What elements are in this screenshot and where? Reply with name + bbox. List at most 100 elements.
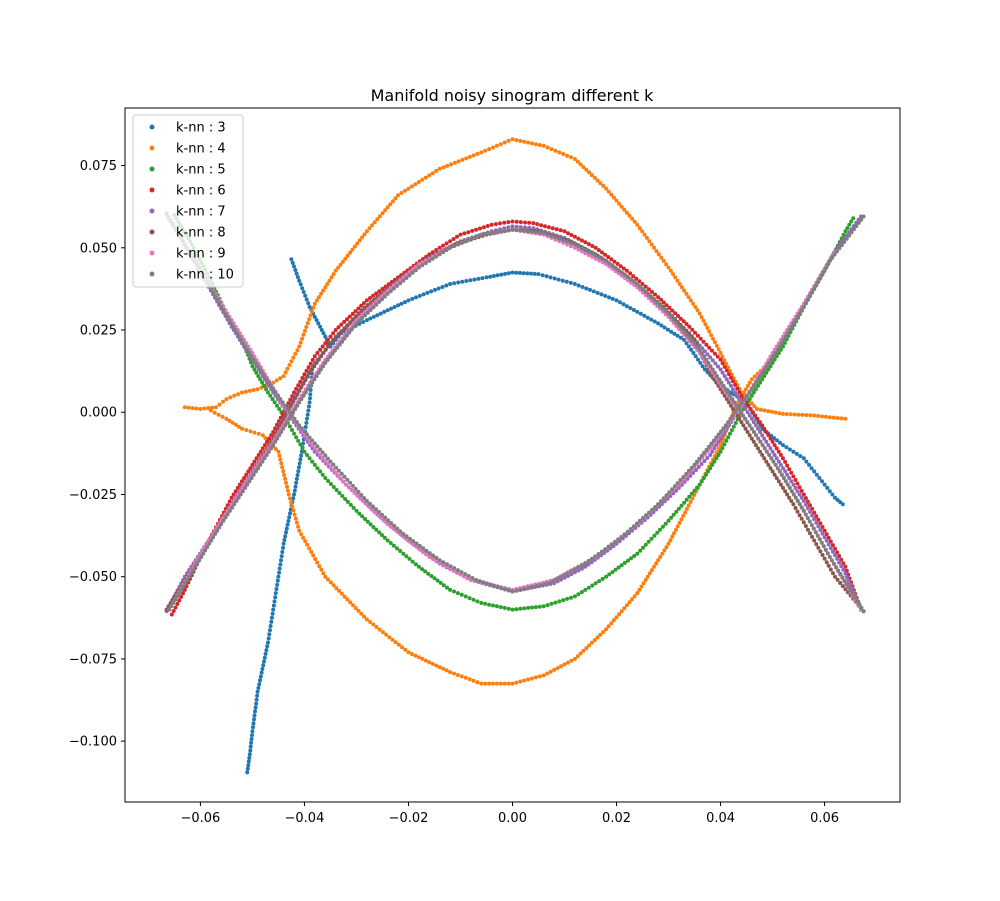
data-point [598,181,603,186]
data-point [724,368,729,373]
legend-label: k-nn : 9 [176,247,226,262]
data-point [294,420,299,425]
data-point [591,289,596,294]
data-point [774,344,779,349]
data-point [292,264,296,269]
data-point [762,374,767,379]
data-point [471,153,476,158]
legend-box [132,114,244,288]
data-point [295,392,300,397]
data-point [694,468,698,472]
data-point [364,318,369,323]
data-point [799,495,804,500]
data-point [724,361,729,366]
data-point [323,347,328,352]
data-point [209,287,214,292]
data-point [692,488,697,493]
data-point [368,316,373,321]
y-tick-label: 0.050 [80,241,117,256]
data-point [682,500,687,505]
data-point [406,186,411,191]
data-point [328,580,333,585]
data-point [579,249,584,254]
data-point [676,323,681,328]
data-point [754,433,759,438]
data-point [292,416,297,421]
data-point [260,433,265,438]
data-point [673,527,678,532]
data-point [211,535,216,540]
data-point [287,515,292,520]
data-point [610,266,615,271]
data-point [661,300,666,305]
data-point [364,298,369,303]
data-point [506,220,511,225]
data-point [487,147,492,152]
data-point [789,489,794,494]
data-point [377,510,381,514]
data-point [762,367,767,372]
data-point [762,456,767,461]
data-point [793,318,798,323]
data-point [308,396,312,401]
data-point [775,438,779,443]
data-point [275,582,280,587]
data-point [342,474,347,479]
data-point [706,469,711,474]
data-point [691,351,696,355]
data-point [495,273,500,278]
data-point [410,296,415,301]
data-point [838,571,843,576]
data-point [413,268,418,273]
data-point [652,319,657,324]
data-point [499,272,504,277]
data-point [764,459,769,464]
data-point [269,446,274,451]
legend-marker [149,187,155,193]
data-point [781,411,785,416]
data-point [617,201,622,206]
data-point [242,476,247,480]
data-point [300,446,305,451]
data-point [664,493,669,498]
data-point [822,482,827,487]
data-point [708,364,713,369]
data-point [344,333,349,338]
data-point [283,534,288,539]
data-point [383,515,388,520]
data-point [683,510,688,515]
data-point [306,408,311,413]
data-point [705,352,710,357]
data-point [392,305,397,309]
data-point [749,387,754,392]
data-point [291,355,296,360]
data-point [498,221,502,226]
data-point [655,300,660,305]
data-point [815,280,820,285]
data-point [764,439,769,444]
data-point [791,321,796,326]
y-tick-label: −0.050 [69,570,117,585]
data-point [586,559,591,564]
data-point [762,408,767,413]
data-point [452,671,456,676]
data-point [336,265,341,270]
data-point [791,449,796,454]
data-point [532,271,537,276]
data-point [726,400,731,405]
data-point [368,296,372,301]
data-point [627,600,632,605]
data-point [390,637,395,642]
data-point [830,492,835,497]
data-point [267,632,272,637]
data-point [368,620,373,624]
data-point [266,380,271,385]
data-point [707,444,711,449]
data-point [746,403,751,408]
data-point [498,605,503,610]
data-point [498,229,503,234]
data-point [619,204,624,209]
data-point [682,479,687,484]
data-point [631,308,636,312]
data-point [285,522,290,527]
